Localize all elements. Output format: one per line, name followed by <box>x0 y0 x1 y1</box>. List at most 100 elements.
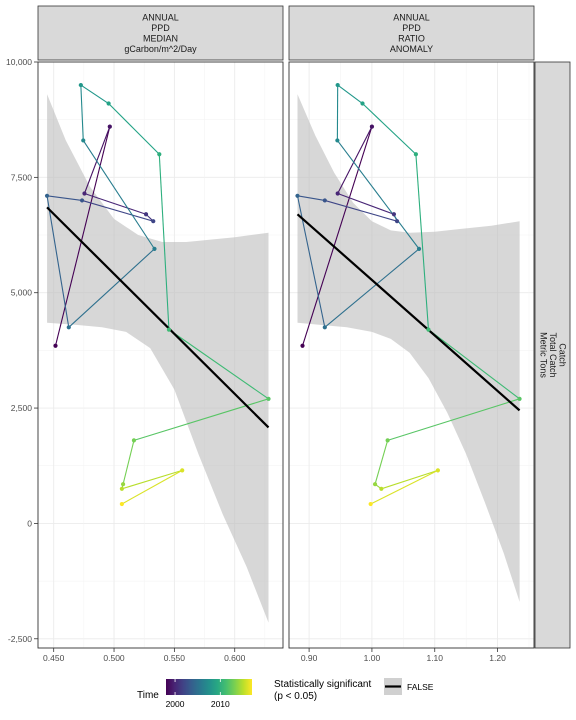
path-segment <box>324 199 398 222</box>
path-segment <box>336 140 420 250</box>
x-tick-label: 0.450 <box>43 653 65 663</box>
path-segment <box>83 126 111 194</box>
facet-strip-label: PPD <box>151 23 170 33</box>
data-point <box>180 468 185 473</box>
y-tick-label: 10,000 <box>6 57 32 67</box>
path-segment <box>374 440 389 485</box>
facet-strip-label: RATIO <box>398 33 425 43</box>
data-point <box>107 124 112 129</box>
data-point <box>335 138 340 143</box>
path-segment <box>82 140 155 250</box>
path-segment <box>370 469 439 505</box>
path-segment <box>54 126 111 346</box>
data-point <box>78 82 83 88</box>
path-segment <box>168 329 269 400</box>
path-segment <box>337 192 395 215</box>
regression-line <box>296 213 521 412</box>
data-point <box>53 343 58 348</box>
x-tick-label: 1.10 <box>426 653 443 663</box>
facet-strip <box>288 5 535 61</box>
path-segment <box>297 195 325 201</box>
facet-strip-label: ANOMALY <box>390 44 433 54</box>
x-tick-label: 1.00 <box>364 653 381 663</box>
path-segment <box>81 199 154 222</box>
y-tick-label: 0 <box>27 518 32 528</box>
x-tick-label: 0.90 <box>301 653 318 663</box>
data-point <box>266 396 271 401</box>
data-point <box>295 193 300 198</box>
path-segment <box>381 469 439 490</box>
x-tick-label: 0.550 <box>164 653 186 663</box>
path-segment <box>46 195 70 328</box>
facet-strip-label: MEDIAN <box>143 33 178 43</box>
path-segment <box>68 248 155 328</box>
data-point <box>143 212 149 217</box>
colorbar-tick-label: 2010 <box>211 699 230 709</box>
data-point <box>426 327 431 332</box>
data-point <box>413 152 418 157</box>
significance-legend-title: Statistically significant <box>274 679 371 690</box>
data-point <box>66 325 71 330</box>
row-strip-label: Metric Tons <box>539 332 549 378</box>
path-segment <box>337 84 363 104</box>
path-segment <box>324 248 420 328</box>
path-segment <box>46 195 83 201</box>
data-point <box>81 138 86 143</box>
facet-strip <box>37 5 284 61</box>
path-segment <box>121 469 183 490</box>
facet-strip-label: gCarbon/m^2/Day <box>124 44 197 54</box>
path-segment <box>301 126 373 346</box>
time-legend-title: Time <box>137 690 159 701</box>
data-point <box>394 219 400 224</box>
y-tick-label: -2,500 <box>8 634 32 644</box>
data-point <box>166 327 172 332</box>
panel-border <box>288 61 535 649</box>
data-point <box>119 486 124 491</box>
path-segment <box>122 440 135 485</box>
data-point <box>335 191 340 196</box>
data-point <box>385 438 390 443</box>
row-strip <box>534 61 571 649</box>
data-point <box>369 124 375 129</box>
data-point <box>322 325 327 330</box>
confidence-band <box>297 94 520 602</box>
path-segment <box>362 103 417 155</box>
legend: Time 2000 2010 Statistically significant(p … <box>137 678 434 709</box>
data-point <box>360 101 365 106</box>
data-point <box>152 246 157 251</box>
path-segment <box>121 469 183 505</box>
data-point <box>322 198 327 203</box>
path-segment <box>108 103 160 155</box>
x-tick-label: 0.600 <box>224 653 246 663</box>
y-tick-label: 2,500 <box>11 403 33 413</box>
confidence-band <box>47 94 269 623</box>
data-point <box>335 82 340 88</box>
data-point <box>379 486 384 491</box>
data-point <box>131 438 137 443</box>
significance-legend-subtitle: (p < 0.05) <box>274 691 317 702</box>
facet-strip-label: ANNUAL <box>393 12 430 22</box>
data-point <box>44 193 50 198</box>
data-point <box>79 198 85 203</box>
y-tick-label: 7,500 <box>11 172 33 182</box>
path-segment <box>387 398 520 441</box>
path-segment <box>158 154 170 330</box>
data-point <box>82 191 87 196</box>
data-point <box>416 246 422 251</box>
facet-strip-label: ANNUAL <box>142 12 179 22</box>
x-tick-label: 1.20 <box>489 653 506 663</box>
significance-key-label: FALSE <box>407 682 434 692</box>
facet-strip-label: PPD <box>402 23 421 33</box>
data-point <box>372 482 378 487</box>
path-segment <box>428 329 520 400</box>
path-segment <box>80 84 109 104</box>
panel-border <box>37 61 284 649</box>
data-point <box>119 501 124 507</box>
path-segment <box>80 85 84 141</box>
row-strip-label: Total Catch <box>548 332 558 377</box>
y-tick-label: 5,000 <box>11 288 33 298</box>
path-segment <box>337 126 373 194</box>
